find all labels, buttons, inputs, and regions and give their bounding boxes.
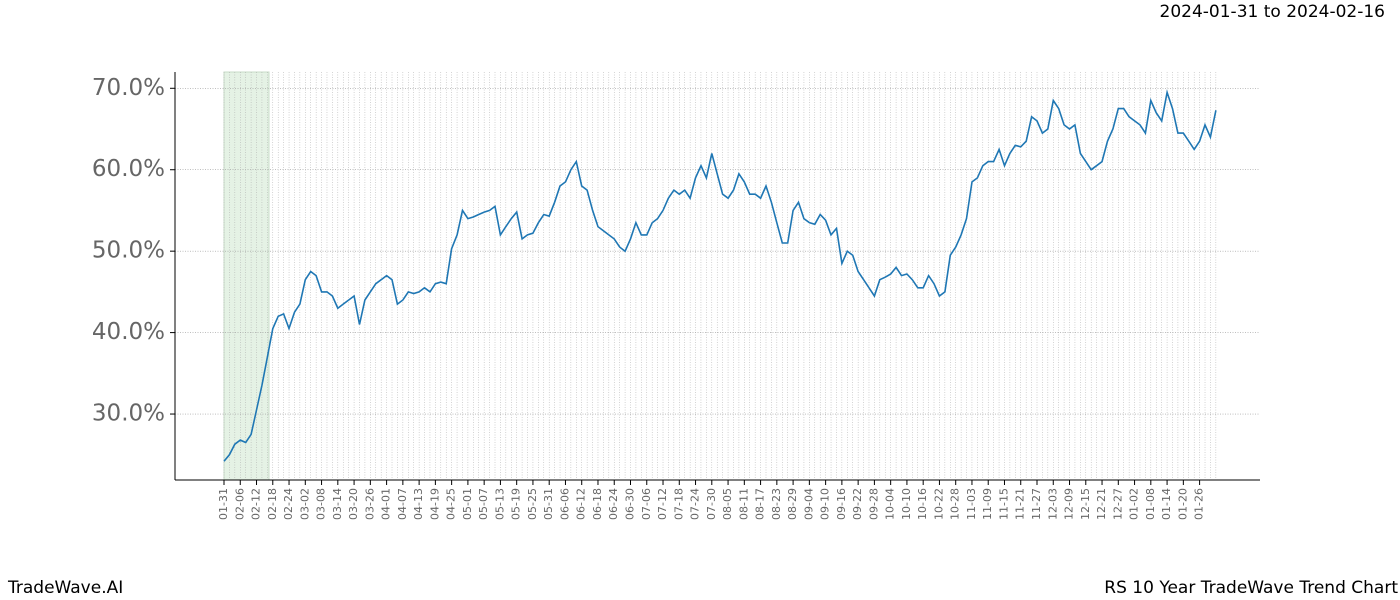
x-tick-label: 01-14 — [1160, 488, 1173, 520]
y-tick-label: 30.0% — [92, 401, 165, 427]
x-tick-label: 02-12 — [250, 488, 263, 520]
footer-left: TradeWave.AI — [7, 578, 123, 598]
x-tick-label: 12-15 — [1079, 488, 1092, 520]
x-tick-label: 07-24 — [689, 488, 702, 520]
x-tick-label: 01-31 — [217, 488, 230, 520]
y-tick-label: 50.0% — [92, 238, 165, 264]
x-tick-label: 01-02 — [1128, 488, 1141, 520]
x-tick-label: 10-16 — [916, 488, 929, 520]
x-tick-label: 08-23 — [770, 488, 783, 520]
x-tick-label: 12-21 — [1095, 488, 1108, 520]
line-series — [223, 89, 1217, 462]
x-tick-label: 10-10 — [900, 488, 913, 520]
y-tick-label: 70.0% — [92, 75, 165, 101]
x-tick-label: 05-01 — [461, 488, 474, 520]
x-tick-label: 10-04 — [884, 488, 897, 520]
x-tick-label: 11-09 — [981, 488, 994, 520]
x-tick-label: 08-05 — [721, 488, 734, 520]
y-tick-label: 40.0% — [92, 319, 165, 345]
x-tick-label: 11-03 — [965, 488, 978, 520]
x-tick-label: 02-18 — [266, 488, 279, 520]
x-tick-label: 08-17 — [754, 488, 767, 520]
x-tick-label: 04-19 — [428, 488, 441, 520]
x-tick-label: 04-01 — [380, 488, 393, 520]
x-tick-label: 07-18 — [672, 488, 685, 520]
y-tick-label: 60.0% — [92, 156, 165, 182]
x-tick-label: 01-20 — [1176, 488, 1189, 520]
x-tick-label: 10-22 — [932, 488, 945, 520]
x-tick-label: 09-28 — [867, 488, 880, 520]
footer-right: RS 10 Year TradeWave Trend Chart — [1104, 578, 1398, 598]
x-tick-label: 06-12 — [575, 488, 588, 520]
x-tick-label: 05-31 — [542, 488, 555, 520]
x-tick-label: 04-25 — [445, 488, 458, 520]
x-tick-label: 03-02 — [298, 488, 311, 520]
x-tick-label: 05-19 — [510, 488, 523, 520]
x-tick-label: 03-14 — [331, 488, 344, 520]
x-tick-label: 11-15 — [997, 488, 1010, 520]
x-tick-label: 02-06 — [233, 488, 246, 520]
x-tick-label: 12-09 — [1063, 488, 1076, 520]
x-tick-label: 10-28 — [949, 488, 962, 520]
x-tick-label: 02-24 — [282, 488, 295, 520]
x-tick-label: 06-30 — [624, 488, 637, 520]
chart-title: 2024-01-31 to 2024-02-16 — [1160, 2, 1385, 22]
x-tick-label: 06-18 — [591, 488, 604, 520]
x-tick-label: 03-20 — [347, 488, 360, 520]
highlight-span — [223, 71, 270, 481]
x-tick-label: 06-24 — [607, 488, 620, 520]
x-tick-label: 07-06 — [640, 488, 653, 520]
x-tick-label: 07-30 — [705, 488, 718, 520]
x-tick-label: 08-11 — [737, 488, 750, 520]
x-tick-label: 12-03 — [1046, 488, 1059, 520]
x-tick-label: 08-29 — [786, 488, 799, 520]
x-tick-label: 03-26 — [363, 488, 376, 520]
x-tick-label: 11-27 — [1030, 488, 1043, 520]
x-tick-label: 03-08 — [315, 488, 328, 520]
x-tick-label: 05-13 — [493, 488, 506, 520]
x-tick-label: 09-22 — [851, 488, 864, 520]
x-tick-label: 01-26 — [1193, 488, 1206, 520]
x-tick-label: 05-25 — [526, 488, 539, 520]
x-tick-label: 04-07 — [396, 488, 409, 520]
x-tick-label: 09-04 — [802, 488, 815, 520]
x-tick-label: 04-13 — [412, 488, 425, 520]
x-tick-label: 05-07 — [477, 488, 490, 520]
x-tick-label: 09-10 — [819, 488, 832, 520]
x-tick-label: 01-08 — [1144, 488, 1157, 520]
x-tick-label: 09-16 — [835, 488, 848, 520]
x-tick-label: 12-27 — [1111, 488, 1124, 520]
x-tick-label: 11-21 — [1014, 488, 1027, 520]
x-tick-label: 06-06 — [558, 488, 571, 520]
x-tick-label: 07-12 — [656, 488, 669, 520]
